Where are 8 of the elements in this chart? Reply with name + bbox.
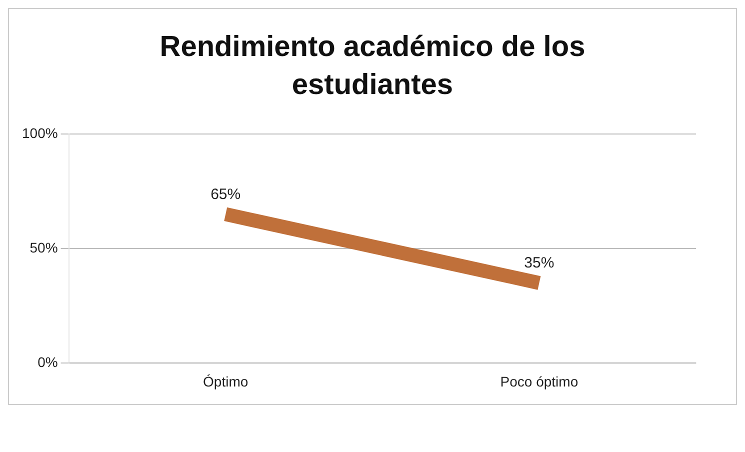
y-tick-label: 100%	[22, 125, 58, 142]
x-tick-label: Óptimo	[203, 374, 248, 390]
text: 35%	[524, 254, 554, 272]
y-tick-label: 50%	[30, 240, 58, 256]
x-tick-label: Poco óptimo	[500, 374, 578, 390]
text: 65%	[210, 186, 241, 204]
chart-title: Rendimiento académico de los estudiantes	[158, 30, 586, 103]
y-tick-label: 0%	[38, 354, 58, 370]
